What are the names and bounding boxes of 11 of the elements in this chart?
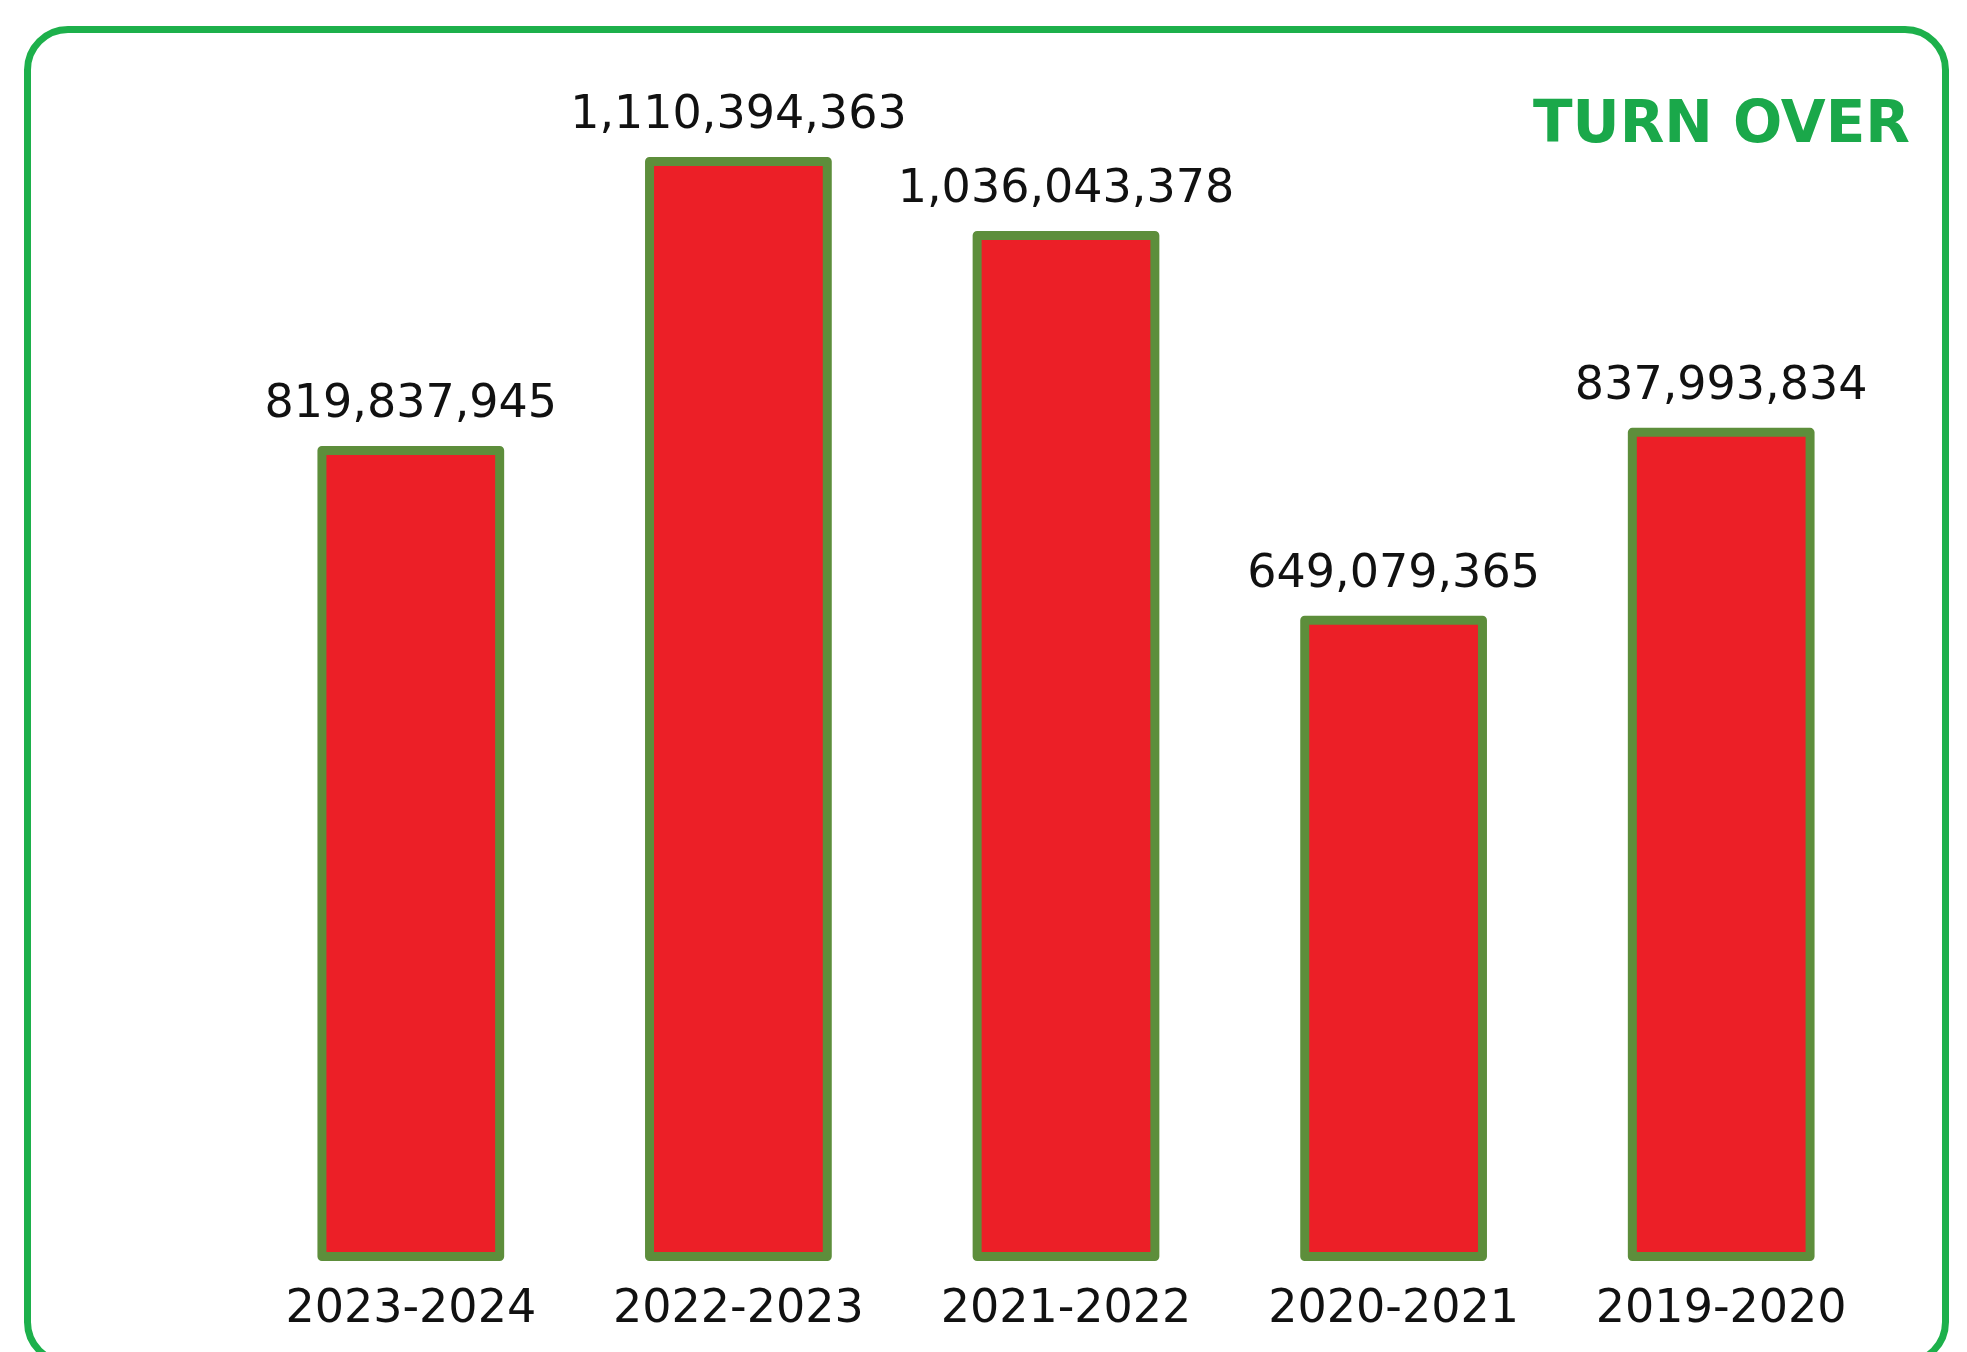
data-label: 1,110,394,363 bbox=[570, 85, 907, 139]
x-tick-label: 2023-2024 bbox=[285, 1279, 537, 1333]
x-tick-label: 2019-2020 bbox=[1595, 1279, 1847, 1333]
data-label: 1,036,043,378 bbox=[897, 158, 1235, 213]
data-label: 819,837,945 bbox=[264, 373, 558, 428]
data-label: 837,993,834 bbox=[1574, 355, 1868, 410]
x-tick-label: 2022-2023 bbox=[613, 1279, 864, 1333]
x-tick-label: 2020-2021 bbox=[1268, 1279, 1519, 1333]
data-label: 649,079,365 bbox=[1247, 543, 1540, 598]
chart-title: TURN OVER bbox=[1533, 88, 1911, 156]
x-tick-label: 2021-2022 bbox=[940, 1279, 1192, 1333]
